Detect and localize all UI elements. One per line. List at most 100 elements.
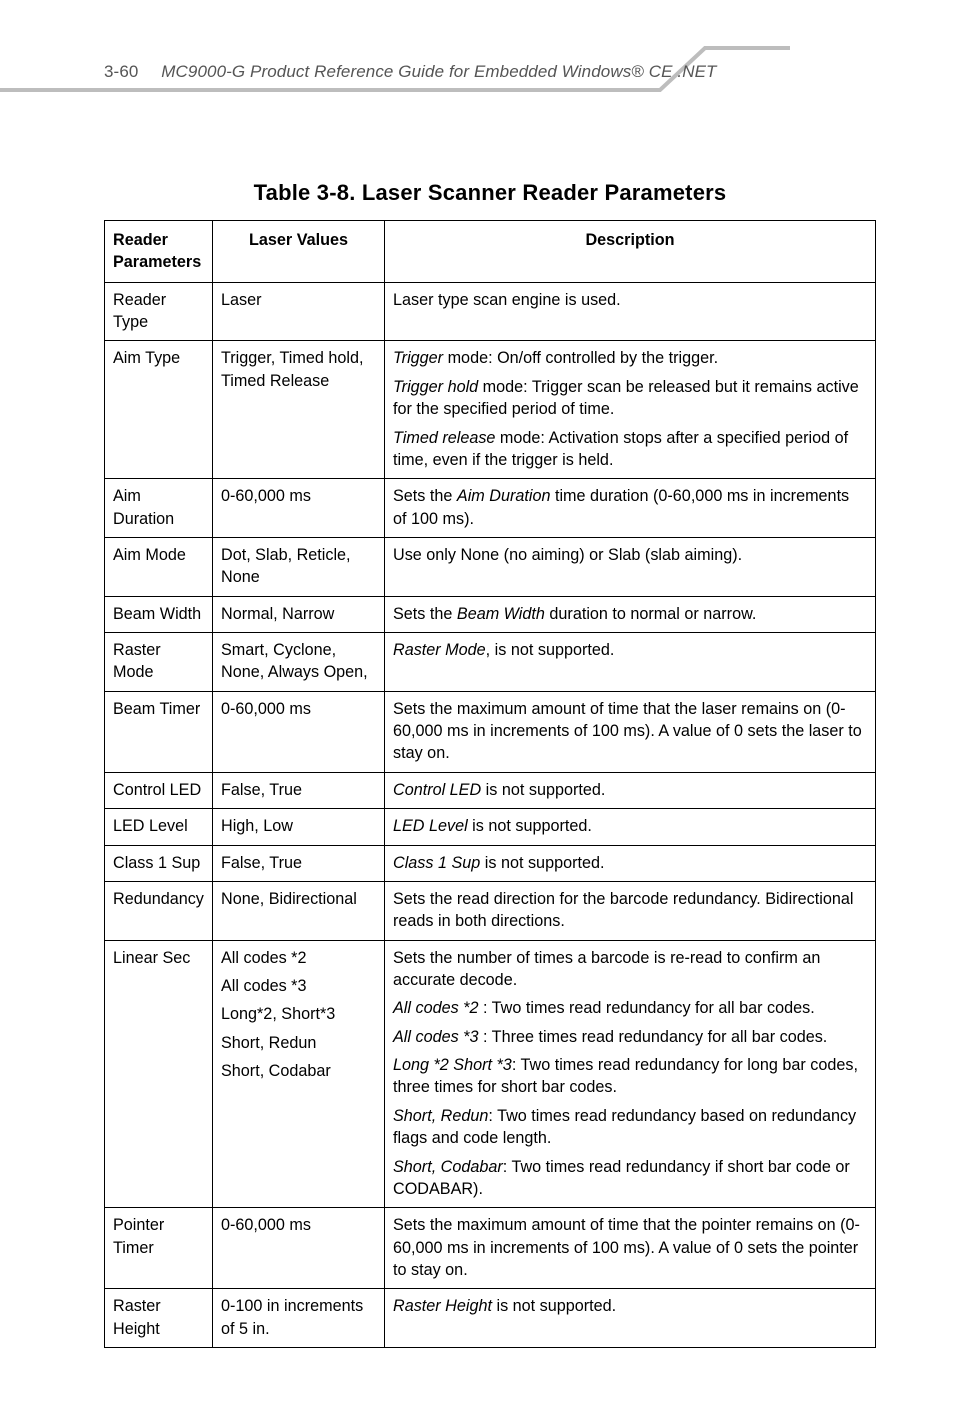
cell-values: Trigger, Timed hold, Timed Release	[213, 341, 385, 479]
table-row: Aim ModeDot, Slab, Reticle, None Use only…	[105, 537, 876, 596]
cell-param: Raster Mode	[105, 633, 213, 692]
running-header: 3-60 MC9000-G Product Reference Guide fo…	[104, 62, 717, 82]
italic-term: Short, Codabar	[393, 1158, 503, 1176]
desc-line: Sets the maximum amount of time that the…	[393, 698, 867, 765]
italic-term: All codes *3	[393, 1028, 478, 1046]
cell-param: Redundancy	[105, 881, 213, 940]
table-row: Aim TypeTrigger, Timed hold, Timed Relea…	[105, 341, 876, 479]
desc-line: Control LED is not supported.	[393, 779, 867, 801]
value-line: False, True	[221, 852, 376, 874]
table-header-row: Reader Parameters Laser Values Descripti…	[105, 221, 876, 283]
cell-param: Aim Type	[105, 341, 213, 479]
table-row: Reader Type Laser Laser type scan engine i…	[105, 282, 876, 341]
col-header-param: Reader Parameters	[105, 221, 213, 283]
cell-values: 0-100 in increments of 5 in.	[213, 1289, 385, 1348]
table-row: Linear SecAll codes *2All codes *3Long*2…	[105, 940, 876, 1208]
value-line: Normal, Narrow	[221, 603, 376, 625]
italic-term: All codes *2	[393, 999, 478, 1017]
value-line: Dot, Slab, Reticle, None	[221, 544, 376, 589]
value-line: Short, Codabar	[221, 1060, 376, 1082]
desc-line: Raster Height is not supported.	[393, 1295, 867, 1317]
desc-line: Sets the maximum amount of time that the…	[393, 1214, 867, 1281]
value-line: False, True	[221, 779, 376, 801]
table-row: Class 1 Sup False, True Class 1 Sup is not…	[105, 845, 876, 881]
desc-line: Use only None (no aiming) or Slab (slab …	[393, 544, 867, 566]
cell-values: All codes *2 All codes *3 Long*2, Short*3 S…	[213, 940, 385, 1208]
cell-description: Raster Mode, is not supported.	[385, 633, 876, 692]
value-line: Long*2, Short*3	[221, 1003, 376, 1025]
italic-term: LED Level	[393, 817, 468, 835]
cell-values: Smart, Cyclone, None, Always Open,	[213, 633, 385, 692]
value-line: Trigger, Timed hold, Timed Release	[221, 347, 376, 392]
cell-description: Laser type scan engine is used.	[385, 282, 876, 341]
desc-line: All codes *2 : Two times read redundancy…	[393, 997, 867, 1019]
doc-title: MC9000-G Product Reference Guide for Emb…	[161, 62, 716, 81]
table-row: Control LED False, True Control LED is not…	[105, 772, 876, 808]
cell-values: 0-60,000 ms	[213, 1208, 385, 1289]
cell-values: 0-60,000 ms	[213, 691, 385, 772]
cell-values: High, Low	[213, 809, 385, 845]
table-caption: Table 3-8. Laser Scanner Reader Paramete…	[104, 180, 876, 206]
value-line: Laser	[221, 289, 376, 311]
table-row: Aim Duration0-60,000 msSets the Aim Dura…	[105, 479, 876, 538]
value-line: All codes *3	[221, 975, 376, 997]
cell-param: Raster Height	[105, 1289, 213, 1348]
desc-line: Raster Mode, is not supported.	[393, 639, 867, 661]
italic-term: Class 1 Sup	[393, 854, 480, 872]
value-line: Smart, Cyclone, None, Always Open,	[221, 639, 376, 684]
cell-description: Sets the number of times a barcode is re…	[385, 940, 876, 1208]
page-number: 3-60	[104, 62, 138, 81]
table-row: Raster ModeSmart, Cyclone, None, Always …	[105, 633, 876, 692]
cell-description: Use only None (no aiming) or Slab (slab …	[385, 537, 876, 596]
cell-values: False, True	[213, 845, 385, 881]
table-row: Pointer Timer0-60,000 msSets the maximum…	[105, 1208, 876, 1289]
table-row: Beam Width Normal, Narrow Sets the Beam Wi…	[105, 596, 876, 632]
value-line: All codes *2	[221, 947, 376, 969]
italic-term: Trigger	[393, 349, 443, 367]
italic-term: Timed release	[393, 429, 495, 447]
italic-term: Raster Height	[393, 1297, 492, 1315]
value-line: 0-60,000 ms	[221, 698, 376, 720]
table-row: Beam Timer0-60,000 msSets the maximum am…	[105, 691, 876, 772]
value-line: 0-60,000 ms	[221, 1214, 376, 1236]
cell-param: Reader Type	[105, 282, 213, 341]
cell-param: Aim Mode	[105, 537, 213, 596]
desc-line: Timed release mode: Activation stops aft…	[393, 427, 867, 472]
desc-line: All codes *3 : Three times read redundan…	[393, 1026, 867, 1048]
cell-values: 0-60,000 ms	[213, 479, 385, 538]
desc-line: Sets the read direction for the barcode …	[393, 888, 867, 933]
cell-param: Control LED	[105, 772, 213, 808]
italic-term: Control LED	[393, 781, 481, 799]
cell-values: Laser	[213, 282, 385, 341]
col-header-values: Laser Values	[213, 221, 385, 283]
cell-description: Sets the read direction for the barcode …	[385, 881, 876, 940]
cell-description: Sets the Aim Duration time duration (0-6…	[385, 479, 876, 538]
value-line: 0-60,000 ms	[221, 485, 376, 507]
italic-term: Trigger hold	[393, 378, 478, 396]
cell-description: Trigger mode: On/off controlled by the t…	[385, 341, 876, 479]
table-row: Redundancy None, Bidirectional Sets the re…	[105, 881, 876, 940]
desc-line: Short, Redun: Two times read redundancy …	[393, 1105, 867, 1150]
value-line: High, Low	[221, 815, 376, 837]
cell-param: Beam Width	[105, 596, 213, 632]
desc-line: LED Level is not supported.	[393, 815, 867, 837]
cell-description: LED Level is not supported.	[385, 809, 876, 845]
cell-values: Dot, Slab, Reticle, None	[213, 537, 385, 596]
desc-line: Sets the Beam Width duration to normal o…	[393, 603, 867, 625]
table-row: LED Level High, Low LED Level is not suppo…	[105, 809, 876, 845]
desc-line: Class 1 Sup is not supported.	[393, 852, 867, 874]
desc-line: Sets the Aim Duration time duration (0-6…	[393, 485, 867, 530]
cell-values: Normal, Narrow	[213, 596, 385, 632]
value-line: None, Bidirectional	[221, 888, 376, 910]
cell-description: Sets the maximum amount of time that the…	[385, 1208, 876, 1289]
desc-line: Trigger hold mode: Trigger scan be relea…	[393, 376, 867, 421]
desc-line: Trigger mode: On/off controlled by the t…	[393, 347, 867, 369]
cell-description: Raster Height is not supported.	[385, 1289, 876, 1348]
italic-term: Long *2 Short *3	[393, 1056, 512, 1074]
cell-param: Class 1 Sup	[105, 845, 213, 881]
cell-values: False, True	[213, 772, 385, 808]
parameters-table: Reader Parameters Laser Values Descripti…	[104, 220, 876, 1348]
desc-line: Long *2 Short *3: Two times read redunda…	[393, 1054, 867, 1099]
desc-line: Laser type scan engine is used.	[393, 289, 867, 311]
italic-term: Beam Width	[457, 605, 545, 623]
